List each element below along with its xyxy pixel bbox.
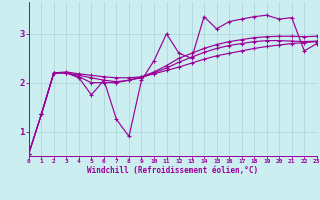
X-axis label: Windchill (Refroidissement éolien,°C): Windchill (Refroidissement éolien,°C)	[87, 166, 258, 175]
